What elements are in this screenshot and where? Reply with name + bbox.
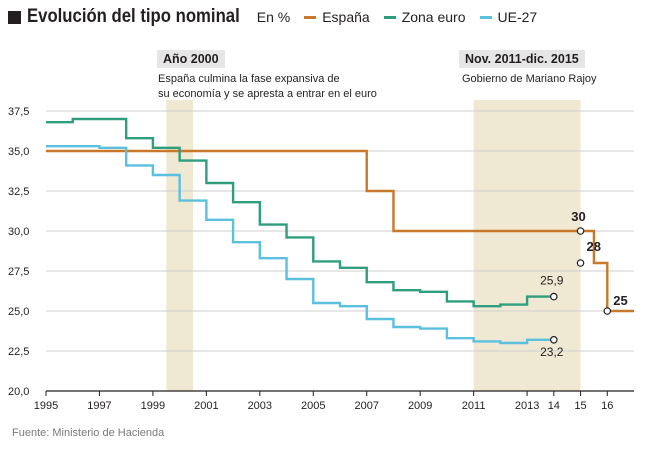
legend-swatch-zona-euro bbox=[383, 15, 396, 19]
x-tick-label-3: 2001 bbox=[194, 400, 218, 412]
title-square-icon bbox=[8, 10, 21, 24]
period-desc-rajoy-line-1: Gobierno de Mariano Rajoy bbox=[462, 73, 597, 85]
x-tick-label-9: 2013 bbox=[515, 400, 539, 412]
annotation-point-0 bbox=[576, 227, 585, 235]
x-tick-label-5: 2005 bbox=[301, 400, 325, 412]
annotation-point-4 bbox=[550, 335, 558, 344]
legend-swatch-ue27 bbox=[479, 15, 492, 19]
legend-label-zona-euro: Zona euro bbox=[401, 9, 466, 25]
annotation-label-1: 28 bbox=[587, 239, 601, 254]
x-tick-label-7: 2009 bbox=[408, 400, 432, 412]
legend-item-zona-euro: Zona euro bbox=[383, 9, 466, 25]
series-line-2 bbox=[46, 145, 554, 345]
legend-swatch-espana bbox=[304, 15, 317, 19]
y-tick-label-7: 37,5 bbox=[8, 106, 29, 118]
annotation-label-0: 30 bbox=[571, 209, 585, 224]
y-tick-label-5: 32,5 bbox=[8, 186, 29, 198]
period-shade-0 bbox=[166, 100, 193, 391]
x-tick-label-8: 2011 bbox=[462, 400, 486, 412]
y-tick-label-1: 22,5 bbox=[8, 346, 29, 358]
source-note: Fuente: Ministerio de Hacienda bbox=[12, 427, 165, 439]
x-tick-label-11: 15 bbox=[574, 400, 586, 412]
x-tick-label-4: 2003 bbox=[248, 400, 272, 412]
legend-label-espana: España bbox=[322, 9, 370, 25]
y-tick-label-3: 27,5 bbox=[8, 266, 29, 278]
annotation-point-2 bbox=[603, 307, 612, 315]
x-tick-label-10: 14 bbox=[548, 400, 560, 412]
x-tick-label-1: 1997 bbox=[87, 400, 111, 412]
legend-item-espana: España bbox=[304, 9, 370, 25]
period-desc-rajoy: Gobierno de Mariano Rajoy bbox=[462, 72, 597, 87]
y-tick-label-6: 35,0 bbox=[8, 146, 29, 158]
x-tick-label-2: 1999 bbox=[141, 400, 165, 412]
period-label-rajoy: Nov. 2011-dic. 2015 bbox=[459, 50, 585, 68]
annotation-label-4: 23,2 bbox=[540, 345, 564, 359]
chart-unit: En % bbox=[256, 9, 291, 25]
y-tick-label-2: 25,0 bbox=[8, 306, 29, 318]
series-line-1 bbox=[46, 117, 554, 308]
y-tick-label-0: 20,0 bbox=[8, 386, 29, 398]
x-tick-label-12: 16 bbox=[601, 400, 613, 412]
period-shade-1 bbox=[473, 100, 581, 391]
legend-item-ue27: UE-27 bbox=[479, 9, 538, 25]
annotation-point-3 bbox=[550, 292, 558, 301]
annotation-label-3: 25,9 bbox=[540, 274, 564, 288]
period-desc-2000: España culmina la fase expansiva de su e… bbox=[158, 72, 377, 102]
y-tick-label-4: 30,0 bbox=[8, 226, 29, 238]
period-label-2000: Año 2000 bbox=[157, 50, 225, 68]
annotation-label-2: 25 bbox=[613, 293, 627, 308]
annotation-point-1 bbox=[576, 259, 585, 267]
period-desc-2000-line-1: España culmina la fase expansiva de bbox=[158, 73, 340, 85]
period-desc-2000-line-2: su economía y se apresta a entrar en el … bbox=[158, 88, 377, 100]
chart-header: Evolución del tipo nominal En % España Z… bbox=[8, 6, 551, 28]
legend-label-ue27: UE-27 bbox=[497, 9, 538, 25]
x-tick-label-6: 2007 bbox=[354, 400, 378, 412]
chart-title: Evolución del tipo nominal bbox=[27, 6, 240, 27]
x-tick-label-0: 1995 bbox=[34, 400, 58, 412]
